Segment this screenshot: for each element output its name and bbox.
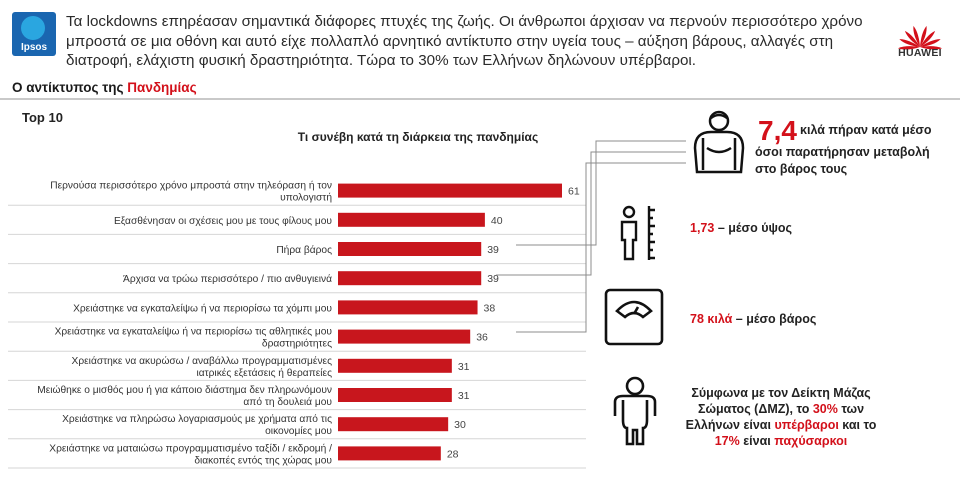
category-label: Πήρα βάρος xyxy=(276,244,332,256)
category-label-line: Πήρα βάρος xyxy=(276,244,332,256)
category-label-line: Χρειάστηκε να εγκαταλείψω ή να περιορίσω… xyxy=(73,302,332,314)
bar xyxy=(338,212,485,227)
overweight-person-icon xyxy=(693,110,745,174)
bar xyxy=(338,242,482,256)
bmi-line: 17% είναι παχύσαρκοι xyxy=(651,433,911,449)
category-label-line: υπολογιστή xyxy=(280,192,332,204)
category-label-line: δραστηριότητες xyxy=(262,338,332,350)
person-silhouette-icon xyxy=(613,376,657,446)
category-label-line: Χρειάστηκε να ματαιώσω προγραμματισμένο … xyxy=(49,442,332,454)
section-title-prefix: Ο αντίκτυπος της xyxy=(12,80,128,95)
huawei-brand-name: HUAWEI xyxy=(898,47,942,59)
bmi-overweight-word: υπέρβαροι xyxy=(774,418,839,432)
category-label: Χρειάστηκε να εγκαταλείψω ή να περιορίσω… xyxy=(73,302,332,314)
category-label-line: από τη δουλειά μου xyxy=(243,396,332,408)
bar xyxy=(338,300,478,315)
bar-value-label: 39 xyxy=(487,273,499,285)
category-label: Χρειάστηκε να εγκαταλείψω ή να περιορίσω… xyxy=(55,326,333,350)
category-label: Άρχισα να τρώω περισσότερο / πιο ανθυγιε… xyxy=(123,273,332,285)
bar-value-label: 28 xyxy=(447,448,459,460)
connector-line xyxy=(496,151,686,276)
category-label-line: Εξασθένησαν οι σχέσεις μου με τους φίλου… xyxy=(114,215,332,227)
kg-gained-text: κιλά πήραν κατά μέσο xyxy=(800,123,932,137)
category-label: Χρειάστηκε να ακυρώσω / αναβάλλω προγραμ… xyxy=(72,355,333,379)
bmi-line: Σύμφωνα με τον Δείκτη Μάζας xyxy=(651,385,911,401)
kg-gained-line: όσοι παρατήρησαν μεταβολή xyxy=(755,145,930,159)
category-label: Μειώθηκε ο μισθός μου ή για κάποιο διάστ… xyxy=(37,384,332,408)
bar-value-label: 40 xyxy=(491,215,503,227)
kg-gained-line: στο βάρος τους xyxy=(755,162,848,176)
category-label-line: Άρχισα να τρώω περισσότερο / πιο ανθυγιε… xyxy=(123,273,332,285)
category-label: Περνούσα περισσότερο χρόνο μπροστά στην … xyxy=(50,180,332,204)
average-height: 1,73 – μέσο ύψος xyxy=(690,221,792,235)
bar-value-label: 36 xyxy=(476,332,488,344)
category-label-line: ιατρικές εξετάσεις ή θεραπείες xyxy=(196,367,332,379)
category-label-line: Χρειάστηκε να εγκαταλείψω ή να περιορίσω… xyxy=(55,326,333,338)
average-weight: 78 κιλά – μέσο βάρος xyxy=(690,312,816,326)
bar-value-label: 30 xyxy=(454,419,466,431)
bar xyxy=(338,388,452,402)
bar xyxy=(338,183,562,198)
category-label: Χρειάστηκε να ματαιώσω προγραμματισμένο … xyxy=(49,442,332,466)
connector-line xyxy=(516,162,686,333)
category-label-line: Περνούσα περισσότερο χρόνο μπροστά στην … xyxy=(50,180,332,192)
category-label-line: οικονομίες μου xyxy=(265,425,332,437)
bar xyxy=(338,271,482,286)
ipsos-logo: Ipsos xyxy=(12,12,56,56)
bar-value-label: 38 xyxy=(484,302,496,314)
average-height-value: 1,73 xyxy=(690,221,715,235)
bar xyxy=(338,329,471,344)
bmi-text-part: είναι xyxy=(739,434,775,448)
average-weight-value: 78 κιλά xyxy=(690,312,733,326)
average-height-label: – μέσο ύψος xyxy=(714,221,793,235)
bmi-line: Ελλήνων είναι υπέρβαροι και το xyxy=(651,417,911,433)
category-label-line: Χρειάστηκε να πληρώσω λογαριασμούς με χρ… xyxy=(62,413,332,425)
huawei-logo-icon xyxy=(897,25,943,50)
top10-label: Top 10 xyxy=(22,110,63,125)
bar xyxy=(338,358,452,373)
bmi-obese-word: παχύσαρκοι xyxy=(774,434,848,448)
bmi-text-part: Ελλήνων είναι xyxy=(685,418,775,432)
bar-value-label: 31 xyxy=(458,361,470,373)
connector-line xyxy=(516,140,686,246)
category-label: Χρειάστηκε να πληρώσω λογαριασμούς με χρ… xyxy=(62,413,332,437)
bmi-overweight-percent: 30% xyxy=(812,402,838,416)
average-weight-label: – μέσο βάρος xyxy=(732,312,817,326)
bar xyxy=(338,446,441,461)
section-title: Ο αντίκτυπος της Πανδημίας xyxy=(12,80,197,95)
ipsos-logo-text: Ipsos xyxy=(20,42,48,53)
bmi-line: Σώματος (ΔΜΖ), το 30% των xyxy=(651,401,911,417)
bmi-text-part: Σύμφωνα με τον Δείκτη Μάζας xyxy=(691,386,871,400)
kg-gained-value: 7,4 xyxy=(758,115,797,146)
scale-icon xyxy=(604,288,664,346)
chart-title: Τι συνέβη κατά τη διάρκεια της πανδημίας xyxy=(297,130,539,144)
bmi-text-part: των xyxy=(837,402,865,416)
headline-text: Τα lockdowns επηρέασαν σημαντικά διάφορε… xyxy=(66,13,863,69)
category-label-line: Χρειάστηκε να ακυρώσω / αναβάλλω προγραμ… xyxy=(72,355,333,367)
ipsos-logo-circle xyxy=(21,16,45,40)
bar-value-label: 31 xyxy=(458,390,470,402)
height-ruler-icon xyxy=(620,205,655,261)
bar xyxy=(338,417,449,432)
category-label: Εξασθένησαν οι σχέσεις μου με τους φίλου… xyxy=(114,215,332,227)
section-title-highlight: Πανδημίας xyxy=(127,80,197,95)
bar-value-label: 61 xyxy=(568,186,580,198)
bmi-text-part: και το xyxy=(838,418,877,432)
category-label-line: διακοπές εντός της χώρας μου xyxy=(194,454,332,466)
bmi-obese-percent: 17% xyxy=(714,434,740,448)
kg-gained-description: όσοι παρατήρησαν μεταβολή στο βάρος τους xyxy=(755,144,955,178)
bmi-statement: Σύμφωνα με τον Δείκτη Μάζας Σώματος (ΔΜΖ… xyxy=(651,385,911,449)
section-divider xyxy=(0,98,960,100)
bar-value-label: 39 xyxy=(487,244,499,256)
bmi-text-part: Σώματος (ΔΜΖ), το xyxy=(697,402,813,416)
category-label-line: Μειώθηκε ο μισθός μου ή για κάποιο διάστ… xyxy=(37,384,332,396)
